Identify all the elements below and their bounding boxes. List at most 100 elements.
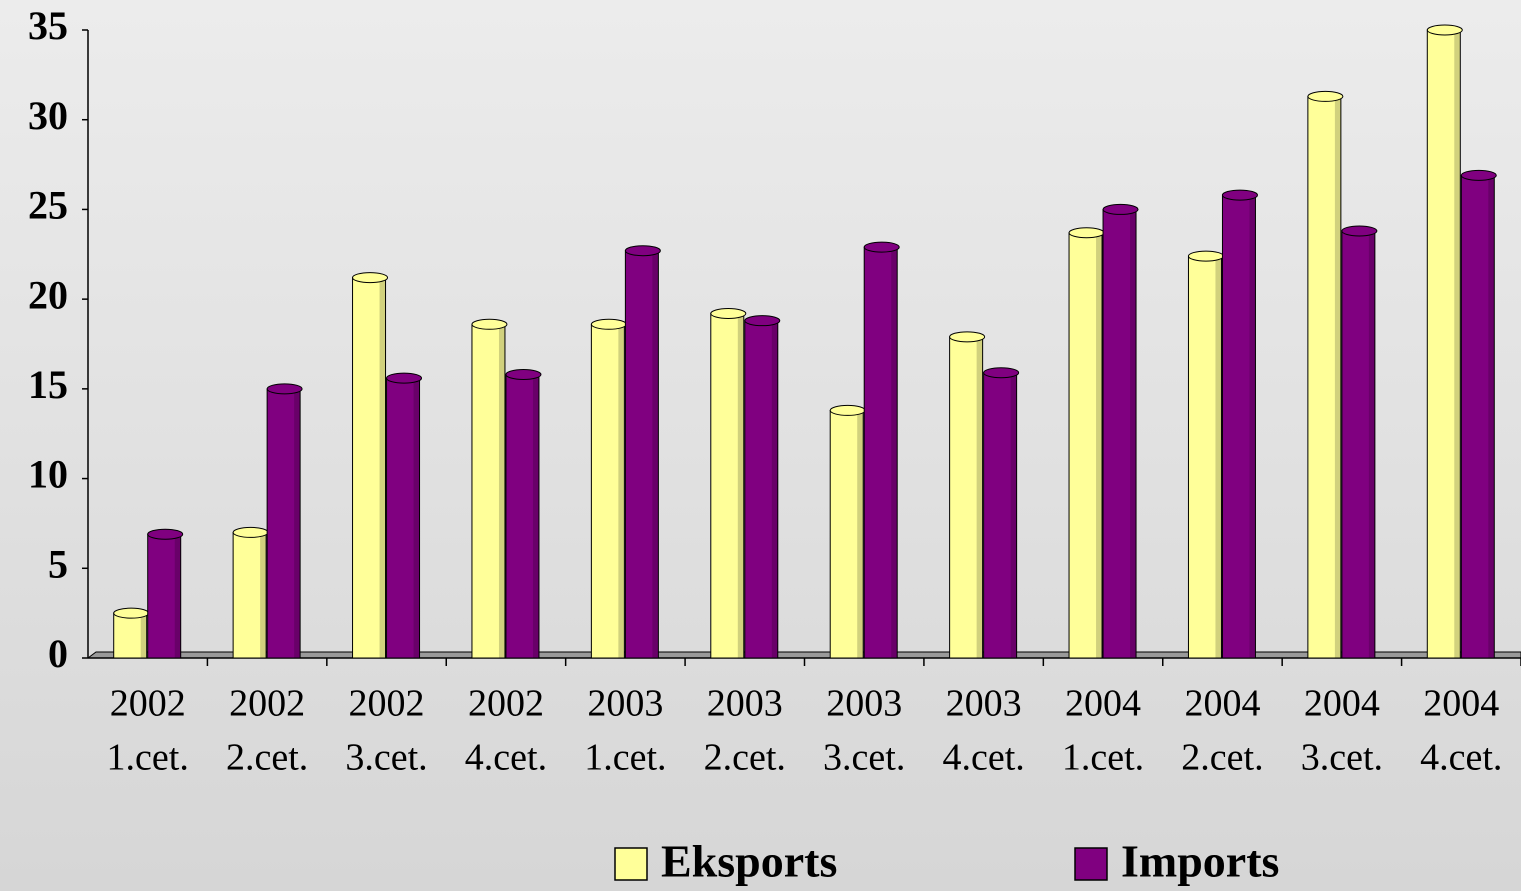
bar [1102,208,1137,659]
bar-top [1187,250,1224,262]
floor [86,651,1521,659]
x-tick-label: 2002 [110,683,186,725]
bar-top [863,241,900,253]
y-tick-label: 0 [48,631,68,676]
bar [949,336,984,659]
bar [1341,230,1376,659]
bar-shade [1010,372,1017,658]
bar-shade [260,532,267,658]
bar [1068,232,1103,659]
y-tick-label: 25 [28,183,68,228]
bar-shade [1215,256,1222,658]
bar-shade [976,336,983,658]
y-tick-label: 30 [28,93,68,138]
bar-shade [174,534,181,658]
bar-shade [1249,195,1256,658]
x-tick-label: 4.cet. [465,737,547,779]
bar-shade [413,378,420,658]
y-tick-label: 5 [48,541,68,586]
bar-shade [652,250,659,658]
x-tick-label: 1.cet. [107,737,189,779]
x-tick-label: 2004 [1184,683,1260,725]
bar-top [624,245,661,257]
bar-top [266,383,303,395]
bar-shade [1130,209,1137,658]
x-tick-label: 2002 [468,683,544,725]
bar-shade [532,374,539,658]
bar [505,374,540,659]
bar-top [1426,24,1463,36]
bar-top [232,526,269,538]
x-tick-label: 2003 [946,683,1022,725]
x-tick-label: 4.cet. [942,737,1024,779]
bar-shade [1096,232,1103,659]
x-tick-label: 2003 [826,683,902,725]
bar [1187,255,1222,659]
bar-top [1307,90,1344,102]
bar-top [829,404,866,416]
bar-shade [737,313,744,658]
bar [147,533,182,659]
bar-shade [771,320,778,658]
bar [1460,174,1495,659]
bar [863,246,898,659]
legend-label: Imports [1121,836,1279,887]
bar-shade [857,410,864,658]
y-tick-label: 35 [28,3,68,48]
x-tick-label: 3.cet. [345,737,427,779]
bar-top [113,607,150,619]
bar [744,320,779,659]
bar-top [710,307,747,319]
bar [829,409,864,659]
x-tick-label: 2004 [1065,683,1141,725]
legend-swatch [614,847,648,881]
bar-top [147,528,184,540]
legend-swatch [1074,847,1108,881]
bar-top [590,318,627,330]
bar-shade [1488,175,1495,658]
bar [386,377,421,659]
bar-top [1341,225,1378,237]
bar [983,372,1018,659]
bar [1426,29,1461,659]
x-tick-label: 2004 [1304,683,1380,725]
x-tick-label: 2.cet. [704,737,786,779]
bar-top [949,331,986,343]
bar [471,323,506,659]
x-tick-label: 3.cet. [823,737,905,779]
bar [624,250,659,659]
x-tick-label: 2002 [229,683,305,725]
bar-top [983,367,1020,379]
bar-shade [618,324,625,658]
x-tick-label: 2.cet. [226,737,308,779]
bar-shade [379,277,386,658]
x-tick-label: 2.cet. [1181,737,1263,779]
bar-top [505,369,542,381]
bar [113,612,148,659]
bar [352,277,387,659]
bar-shade [1454,30,1461,658]
bar-top [1068,227,1105,239]
bar-top [1221,189,1258,201]
bar [1307,95,1342,659]
y-tick-label: 10 [28,452,68,497]
bar [1221,194,1256,659]
x-tick-label: 4.cet. [1420,737,1502,779]
bar-top [471,318,508,330]
bar-shade [1334,96,1341,659]
x-tick-label: 2003 [587,683,663,725]
x-tick-label: 1.cet. [1062,737,1144,779]
bar-top [1460,169,1497,181]
x-tick-label: 1.cet. [584,737,666,779]
bar-shade [1368,230,1375,658]
bar-top [386,372,423,384]
x-tick-label: 3.cet. [1301,737,1383,779]
bar [590,323,625,659]
bar-shade [140,613,147,658]
bar-top [352,272,389,284]
bar-shade [891,247,898,658]
bar [710,312,745,659]
x-tick-label: 2002 [349,683,425,725]
